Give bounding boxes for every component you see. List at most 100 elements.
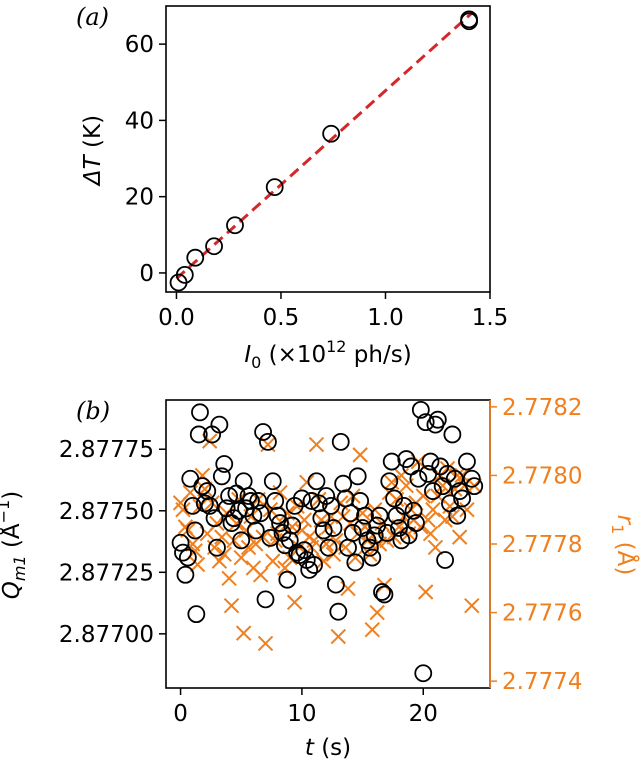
panel-b-left-y-axis-label-post: ) [0, 491, 25, 500]
r1-point [369, 604, 385, 621]
qm1-point [331, 432, 350, 451]
qm1-point [465, 477, 484, 496]
qm1-point [322, 496, 340, 515]
qm1-point [409, 469, 428, 488]
qm1-point [259, 432, 277, 451]
r1-point [352, 447, 368, 463]
y-tick-label: 20 [125, 185, 154, 211]
qm1-point [326, 575, 345, 594]
r1-point [422, 526, 439, 542]
x-tick-label: 0.0 [158, 305, 195, 331]
left-y-tick-label: 2.87725 [59, 560, 154, 586]
panel-a-x-axis-label-pre: (×10 [261, 342, 326, 368]
panel-a-marks [169, 10, 478, 292]
qm1-point [428, 410, 447, 429]
panel-a-y-axis-label: ΔT (K) [80, 115, 106, 187]
panel-a-x-ticks: 0.0 0.5 1.0 1.5 [158, 292, 508, 331]
qm1-point [189, 425, 208, 444]
qm1-point [346, 553, 365, 572]
panel-b-x-axis-label-base: t [305, 735, 315, 761]
qm1-point [251, 504, 270, 523]
qm1-point [334, 474, 353, 493]
qm1-point [414, 664, 433, 683]
panel-b-left-y-axis-label-sub: m1 [10, 555, 29, 581]
qm1-point [458, 452, 476, 471]
left-y-tick-label: 2.87775 [59, 437, 154, 463]
r1-point [308, 436, 325, 453]
qm1-point [246, 521, 265, 540]
r1-point [417, 584, 434, 600]
qm1-point [382, 452, 401, 471]
qm1-point [232, 531, 251, 550]
qm1-point [348, 467, 367, 486]
qm1-point [351, 492, 370, 510]
panel-a-x-axis-label-sup: 12 [326, 337, 346, 356]
qm1-point [300, 560, 319, 579]
left-y-tick-label: 2.87750 [59, 499, 154, 525]
r1-point [238, 522, 254, 538]
qm1-point [254, 423, 272, 441]
panel-a-x-axis-label-post: ph/s) [346, 342, 411, 368]
qm1-point [205, 509, 224, 528]
r1-point [257, 635, 274, 652]
r1-point [265, 553, 281, 569]
qm1-point [220, 487, 239, 505]
right-y-tick-label: 2.7776 [502, 601, 582, 627]
qm1-point [271, 514, 289, 532]
qm1-point [377, 524, 396, 542]
qm1-point [174, 543, 192, 562]
r1-point [211, 553, 228, 569]
panel-b-x-axis-label: t (s) [305, 735, 351, 761]
qm1-point [234, 472, 253, 491]
qm1-point [171, 533, 190, 552]
qm1-point [193, 477, 212, 496]
panel-b-marks [171, 400, 484, 683]
panel-b-left-y-axis-label: Qm1 (Å−1) [0, 491, 29, 599]
x-tick-label: 0 [173, 701, 188, 727]
panel-b-left-y-ticks: 2.87700 2.87725 2.87750 2.87775 [59, 437, 166, 648]
r1-point [330, 628, 347, 645]
panel-b-left-y-axis-label-pre: (Å [0, 523, 25, 555]
x-tick-label: 20 [409, 701, 438, 727]
panel-b-x-axis-label-post: (s) [314, 735, 351, 761]
data-point [226, 216, 244, 235]
qm1-point [365, 526, 384, 545]
r1-point [415, 488, 431, 504]
qm1-point [443, 425, 462, 444]
y-tick-label: 0 [139, 261, 154, 287]
x-tick-label: 0.5 [263, 305, 300, 331]
qm1-point [178, 548, 197, 567]
qm1-point [380, 472, 399, 491]
qm1-point [186, 521, 205, 540]
qm1-point [416, 413, 435, 432]
r1-point [252, 567, 269, 583]
r1-point [189, 556, 206, 573]
qm1-point [319, 538, 338, 557]
right-y-tick-label: 2.7778 [502, 532, 582, 558]
x-tick-label: 1.0 [367, 305, 404, 331]
panel-b-right-y-axis-label-sub: 1 [608, 524, 627, 534]
panel-a-y-ticks: 0 20 40 60 [125, 32, 166, 287]
r1-point [459, 502, 475, 518]
qm1-point [317, 487, 336, 505]
qm1-point [453, 489, 471, 508]
panel-a-y-axis-label-pre: ΔT [80, 153, 106, 187]
qm1-point [200, 496, 219, 515]
qm1-point [256, 590, 275, 609]
qm1-point [363, 548, 382, 567]
data-point [175, 265, 194, 284]
qm1-point [314, 521, 333, 540]
qm1-point [329, 602, 348, 621]
data-point [265, 178, 284, 197]
r1-point [235, 625, 252, 641]
qm1-point [404, 501, 423, 520]
panel-b-frame [165, 399, 491, 689]
data-point [460, 10, 478, 29]
qm1-point [176, 565, 195, 584]
qm1-point [212, 467, 231, 486]
panel-b-right-y-ticks: 2.7774 2.7776 2.7778 2.7780 2.7782 [490, 395, 582, 695]
data-point [205, 237, 223, 256]
qm1-point [295, 541, 314, 560]
panel-a-label: (a) [76, 3, 109, 31]
